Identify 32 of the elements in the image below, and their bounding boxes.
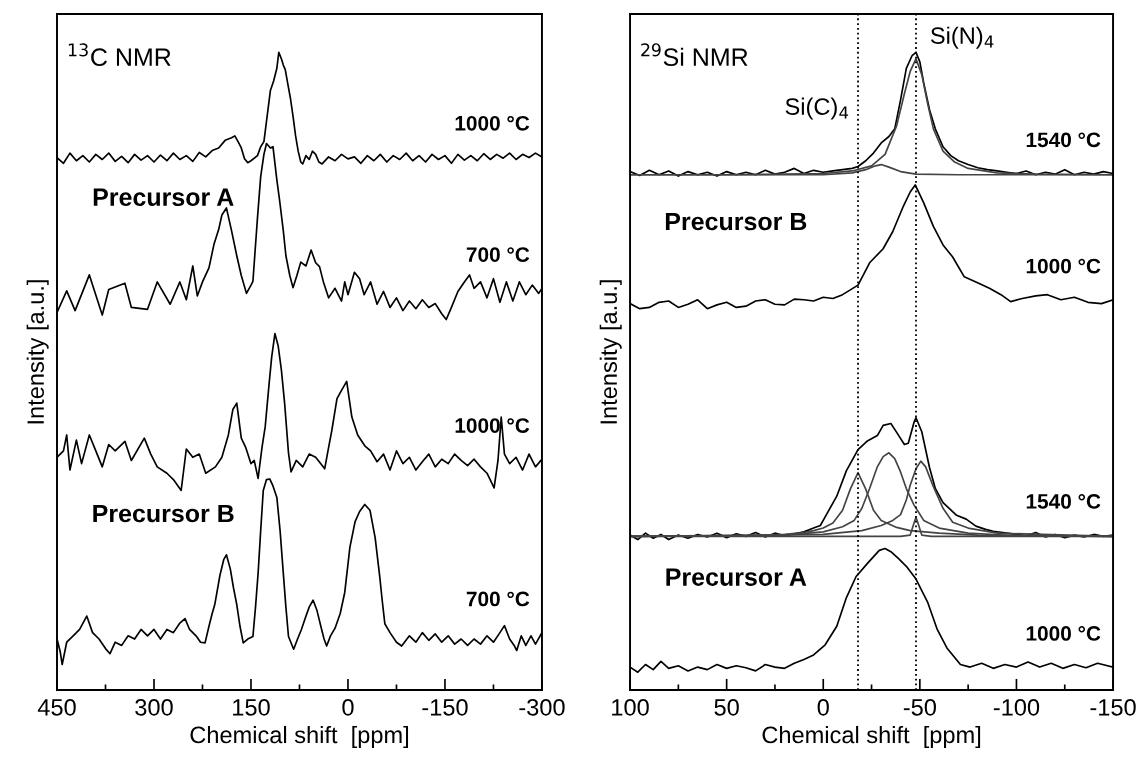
series-label: 1000 °C: [1026, 258, 1101, 274]
x-tick-label: 0: [817, 698, 829, 716]
x-axis-title: Chemical shift [ppm]: [190, 725, 409, 748]
series-label: 700 °C: [466, 247, 530, 262]
series-label: 700 °C: [466, 591, 530, 607]
y-axis-title: Intensity [a.u.]: [599, 280, 622, 424]
x-tick-label: 300: [135, 698, 173, 716]
x-tick-label: 0: [342, 698, 354, 716]
x-tick-label: 50: [714, 698, 739, 716]
x-tick-label: -150: [1090, 698, 1136, 716]
x-tick-label: -100: [993, 698, 1040, 716]
x-axis-title: Chemical shift [ppm]: [762, 725, 981, 748]
annotation: Precursor A: [666, 568, 807, 586]
chart-title: $^{29}$Si NMR: [641, 43, 748, 67]
x-tick-label: 150: [233, 698, 270, 716]
annotation: Precursor A: [93, 188, 234, 206]
y-axis-title: Intensity [a.u.]: [26, 280, 49, 424]
series-label: 1000 °C: [1026, 626, 1101, 641]
x-tick-label: -300: [519, 698, 565, 716]
x-tick-label: -150: [422, 698, 468, 716]
series-label: 1540 °C: [1026, 132, 1101, 148]
x-tick-label: -50: [903, 698, 936, 716]
x-tick-label: 100: [612, 698, 649, 716]
chart-title: $^{13}$C NMR: [68, 43, 171, 67]
series-label: 1000 °C: [455, 418, 530, 433]
x-tick-label: 450: [37, 698, 76, 716]
ref-line-label: Si(N)$_{4}$: [930, 26, 994, 49]
ref-line-label: Si(C)$_{4}$: [785, 97, 849, 120]
series-label: 1540 °C: [1026, 494, 1101, 509]
series-label: 1000 °C: [455, 115, 530, 131]
annotation: Precursor B: [665, 212, 807, 231]
annotation: Precursor B: [93, 504, 234, 523]
